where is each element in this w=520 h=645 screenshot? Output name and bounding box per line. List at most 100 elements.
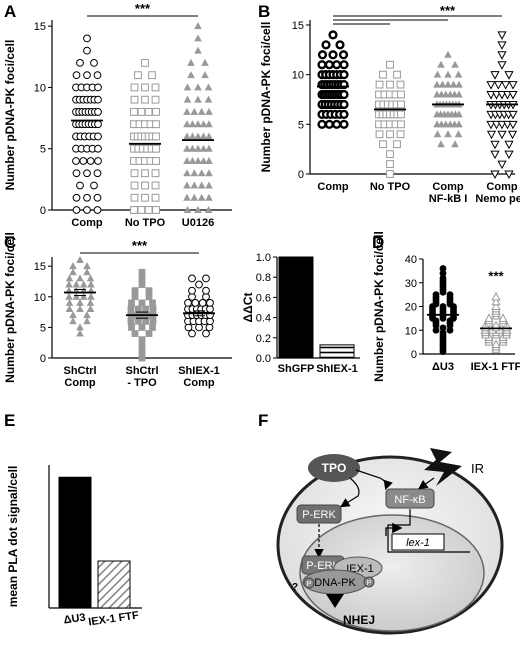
data-point	[199, 120, 208, 128]
y-tick-label: 10	[34, 82, 46, 94]
data-point	[145, 287, 153, 295]
data-point	[183, 107, 191, 115]
data-point	[83, 268, 91, 276]
data-point	[204, 95, 213, 103]
data-point	[65, 280, 73, 288]
data-point	[205, 132, 213, 140]
data-point	[339, 119, 349, 129]
data-point	[486, 81, 496, 90]
bar	[97, 560, 131, 609]
data-point	[83, 34, 91, 43]
down-arrowhead-icon	[326, 594, 344, 608]
data-point	[338, 50, 349, 60]
significance-label: ***	[488, 268, 504, 283]
x-tick-label: Comp	[64, 377, 95, 389]
chart-panel-e: mean PLA dot signal/cell ΔU3 IEX-1 FTF	[6, 465, 142, 629]
y-tick-label: 0	[298, 169, 304, 181]
data-point	[131, 287, 139, 295]
significance-label: ***	[135, 1, 151, 16]
data-point	[201, 71, 209, 79]
data-point	[83, 71, 91, 80]
data-point	[183, 144, 191, 152]
y-tick-label: 5	[40, 144, 46, 156]
data-point	[127, 305, 135, 313]
data-point	[79, 292, 88, 300]
data-point	[188, 144, 197, 152]
data-point	[386, 80, 394, 89]
data-point	[138, 348, 146, 356]
tpo-nfkb-arrow	[355, 469, 393, 491]
data-point	[83, 311, 91, 319]
data-point	[501, 81, 511, 90]
data-point	[194, 156, 202, 164]
data-point	[484, 313, 494, 322]
data-point	[76, 329, 84, 337]
nfkb-gene-path	[387, 509, 470, 553]
data-point	[486, 91, 496, 100]
data-point	[151, 83, 160, 92]
data-point	[432, 326, 440, 334]
data-point	[454, 130, 463, 138]
data-point	[130, 206, 138, 214]
data-point	[138, 342, 146, 350]
data-point	[183, 95, 192, 103]
data-point	[138, 275, 146, 282]
data-point	[205, 144, 213, 152]
x-tick-label: U0126	[182, 217, 214, 229]
data-point	[491, 339, 501, 348]
data-point	[332, 119, 342, 129]
tpo-perk-arrow	[339, 477, 360, 508]
x-tick-label: Comp	[317, 181, 348, 193]
x-tick-label: Comp	[486, 181, 517, 193]
phospho-label-right: P	[367, 580, 372, 587]
data-point	[93, 206, 102, 214]
data-point	[72, 292, 81, 300]
data-point	[76, 256, 84, 264]
data-point	[83, 169, 91, 178]
data-point	[317, 50, 328, 60]
data-point	[375, 130, 384, 139]
data-point	[490, 71, 500, 80]
phospho-label-left: P	[307, 581, 312, 588]
data-point	[393, 140, 401, 149]
data-point	[131, 293, 139, 301]
x-tick-label: Nemo pep	[475, 193, 520, 205]
data-point	[444, 130, 452, 138]
data-point	[138, 268, 146, 276]
lex1-label: lex-1	[406, 537, 430, 549]
lex1-gene-box	[391, 533, 445, 551]
data-point	[141, 95, 149, 104]
y-tick-label: 0.2	[256, 333, 271, 345]
panel-letter-e: E	[4, 411, 15, 430]
y-axis-label: mean PLA dot signal/cell	[6, 466, 20, 608]
data-point	[183, 181, 191, 189]
data-point	[134, 305, 142, 313]
data-point	[504, 170, 514, 180]
y-tick-label: 0.8	[256, 272, 271, 284]
y-tick-label: 10	[405, 325, 417, 337]
data-point	[194, 132, 202, 140]
y-axis-label: Number pDNA-PK foci/cell	[3, 40, 17, 191]
y-tick-label: 5	[40, 322, 46, 334]
data-point	[188, 329, 196, 338]
data-point	[138, 336, 146, 344]
data-point	[502, 91, 513, 100]
data-point	[194, 34, 202, 42]
data-point	[130, 108, 138, 116]
data-point	[437, 60, 445, 68]
data-point	[152, 132, 160, 141]
data-point	[504, 140, 514, 150]
data-point	[202, 274, 210, 283]
x-tick-label: IEX-1 FTF	[471, 361, 520, 373]
data-point	[328, 30, 338, 40]
data-point	[396, 130, 405, 139]
nhej-label: NHEJ	[343, 613, 375, 627]
data-point	[491, 91, 502, 100]
y-tick-label: 0.4	[256, 313, 271, 325]
data-point	[490, 140, 500, 150]
data-point	[205, 193, 213, 201]
data-point	[202, 329, 210, 338]
data-point	[491, 291, 501, 301]
data-point	[201, 58, 209, 66]
